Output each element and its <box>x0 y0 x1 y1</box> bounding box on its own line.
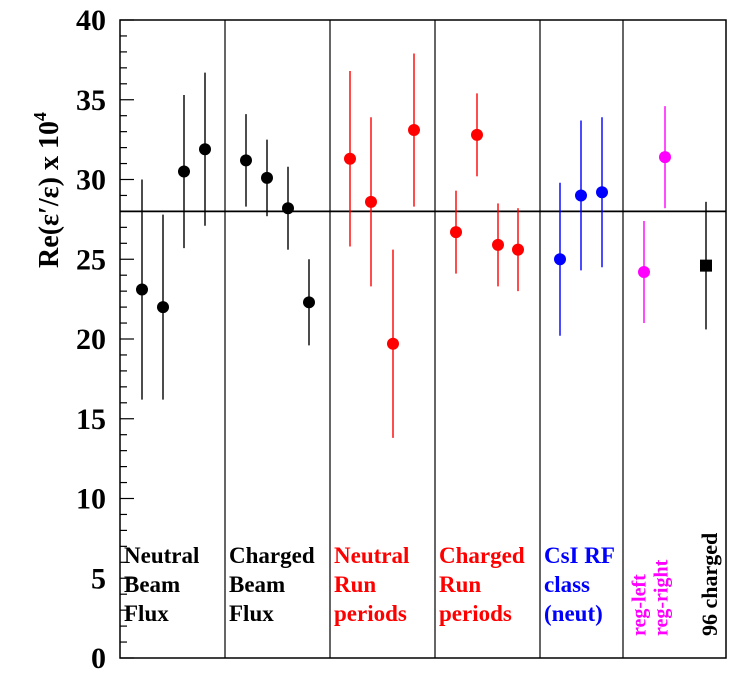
group-label-line: Neutral <box>124 543 199 568</box>
data-point <box>282 202 294 215</box>
y-axis-label-superscript: 4 <box>30 112 50 121</box>
data-point-square <box>700 259 712 272</box>
group-label-line: periods <box>439 601 512 626</box>
group-label-vertical: 96 charged <box>697 533 722 636</box>
data-point <box>408 124 420 137</box>
data-point <box>261 171 273 184</box>
data-point <box>450 226 462 239</box>
group-label-line: Run <box>439 572 481 597</box>
group-label-vertical: reg-left <box>629 574 651 636</box>
y-tick-label: 10 <box>76 483 106 516</box>
group-label-line: CsI RF <box>544 543 615 568</box>
y-axis: 0 5 10 15 20 25 30 35 40 <box>76 4 134 675</box>
group-label-line: Beam <box>124 572 180 597</box>
group-label-line: periods <box>334 601 407 626</box>
group-label-vertical: reg-right <box>651 559 673 636</box>
data-point <box>554 253 566 266</box>
group-labels: Neutral Beam Flux Charged Beam Flux Neutral Run… <box>124 533 722 636</box>
group-label-line: Run <box>334 572 376 597</box>
y-tick-label: 0 <box>91 642 106 675</box>
data-point <box>596 186 608 199</box>
y-tick-label: 30 <box>76 164 106 197</box>
data-point <box>471 128 483 141</box>
group-separators <box>224 20 624 658</box>
y-tick-label: 20 <box>76 323 106 356</box>
data-point <box>240 154 252 167</box>
group-label-line: (neut) <box>544 601 603 626</box>
group-label-line: Charged <box>229 543 315 568</box>
data-points <box>136 53 712 438</box>
data-point <box>512 243 524 256</box>
y-tick-label: 15 <box>76 403 106 436</box>
data-point <box>575 189 587 202</box>
y-axis-label: Re(ε′/ε) x 104 <box>30 112 65 268</box>
data-point <box>659 151 671 164</box>
plot-frame <box>119 19 727 659</box>
data-point <box>199 143 211 156</box>
group-label-line: Neutral <box>334 543 409 568</box>
group-label-line: class <box>544 572 590 597</box>
data-point <box>303 296 315 309</box>
data-point <box>492 238 504 251</box>
y-tick-label: 35 <box>76 84 106 117</box>
group-label-line: Flux <box>124 601 169 626</box>
data-point <box>387 337 399 350</box>
group-label-line: Flux <box>229 601 274 626</box>
data-point <box>136 283 148 296</box>
group-label-line: Beam <box>229 572 285 597</box>
data-point <box>157 301 169 314</box>
data-point <box>178 165 190 178</box>
data-point <box>638 266 650 279</box>
y-tick-label: 25 <box>76 243 106 276</box>
data-point <box>344 152 356 165</box>
data-point <box>365 195 377 208</box>
y-tick-label: 5 <box>91 562 106 595</box>
group-label-line: Charged <box>439 543 525 568</box>
y-tick-label: 40 <box>76 4 106 37</box>
